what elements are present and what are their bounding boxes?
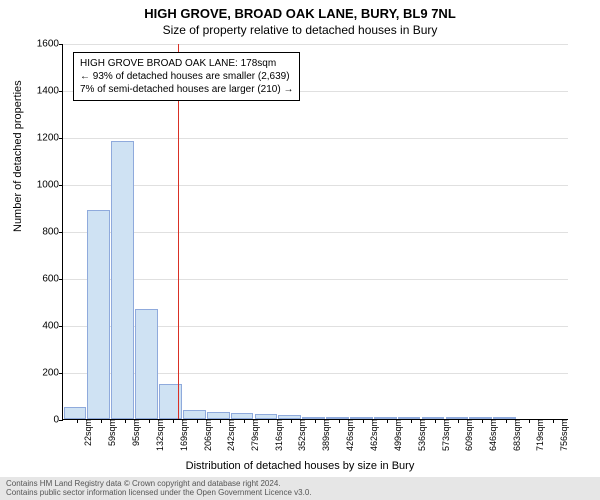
y-tick-label: 200 <box>42 368 63 379</box>
x-tick-label: 609sqm <box>458 419 474 451</box>
y-tick-label: 400 <box>42 321 63 332</box>
x-tick-label: 573sqm <box>435 419 451 451</box>
x-tick-label: 719sqm <box>529 419 545 451</box>
x-tick-label: 352sqm <box>291 419 307 451</box>
x-tick-label: 169sqm <box>173 419 189 451</box>
footer-line-1: Contains HM Land Registry data © Crown c… <box>6 479 594 489</box>
plot-area: 0200400600800100012001400160022sqm59sqm9… <box>62 44 568 420</box>
x-tick-label: 389sqm <box>315 419 331 451</box>
x-tick-label: 499sqm <box>387 419 403 451</box>
y-tick-label: 0 <box>53 415 63 426</box>
grid-line <box>63 232 568 233</box>
x-tick-label: 462sqm <box>363 419 379 451</box>
x-tick-label: 279sqm <box>244 419 260 451</box>
histogram-bar <box>64 407 87 419</box>
x-tick-label: 22sqm <box>77 419 93 446</box>
x-tick-label: 132sqm <box>149 419 165 451</box>
grid-line <box>63 44 568 45</box>
footer-note: Contains HM Land Registry data © Crown c… <box>0 477 600 500</box>
grid-line <box>63 138 568 139</box>
histogram-bar <box>111 141 134 419</box>
footer-line-2: Contains public sector information licen… <box>6 488 594 498</box>
y-axis-label: Number of detached properties <box>12 80 24 232</box>
x-tick-label: 536sqm <box>411 419 427 451</box>
y-tick-label: 1600 <box>37 39 63 50</box>
y-tick-label: 1400 <box>37 86 63 97</box>
x-tick-label: 756sqm <box>553 419 569 451</box>
x-tick-label: 646sqm <box>482 419 498 451</box>
info-box: HIGH GROVE BROAD OAK LANE: 178sqm ← 93% … <box>73 52 300 101</box>
y-tick-label: 1000 <box>37 180 63 191</box>
info-line-2: ← 93% of detached houses are smaller (2,… <box>80 70 293 83</box>
x-tick-label: 316sqm <box>268 419 284 451</box>
info-line-1: HIGH GROVE BROAD OAK LANE: 178sqm <box>80 57 293 70</box>
grid-line <box>63 279 568 280</box>
x-tick-label: 242sqm <box>220 419 236 451</box>
page-title: HIGH GROVE, BROAD OAK LANE, BURY, BL9 7N… <box>0 0 600 21</box>
histogram-bar <box>183 410 206 419</box>
histogram-bar <box>87 210 110 419</box>
x-tick-label: 206sqm <box>197 419 213 451</box>
y-tick-label: 800 <box>42 227 63 238</box>
info-line-3: 7% of semi-detached houses are larger (2… <box>80 83 293 96</box>
page-subtitle: Size of property relative to detached ho… <box>0 21 600 37</box>
y-tick-label: 600 <box>42 274 63 285</box>
x-axis-label: Distribution of detached houses by size … <box>0 460 600 472</box>
x-tick-label: 683sqm <box>506 419 522 451</box>
histogram-chart: 0200400600800100012001400160022sqm59sqm9… <box>62 44 568 420</box>
grid-line <box>63 185 568 186</box>
histogram-bar <box>207 412 230 419</box>
y-tick-label: 1200 <box>37 133 63 144</box>
x-tick-label: 95sqm <box>125 419 141 446</box>
x-tick-label: 426sqm <box>339 419 355 451</box>
x-tick-label: 59sqm <box>101 419 117 446</box>
histogram-bar <box>135 309 158 419</box>
